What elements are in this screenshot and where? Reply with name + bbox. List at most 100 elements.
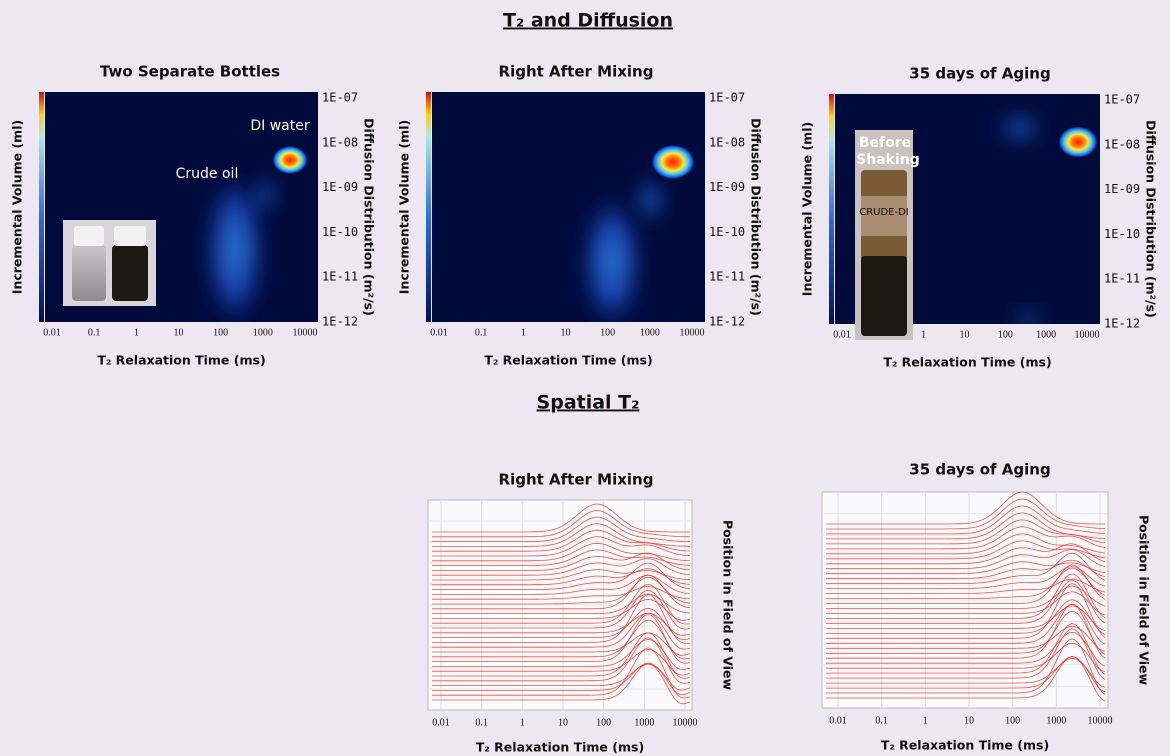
blob <box>582 192 642 322</box>
annotation: DI water <box>250 118 309 134</box>
spatial-curve <box>826 526 1106 550</box>
y-label: Incremental Volume (ml) <box>10 120 25 294</box>
spatial-curve <box>432 529 691 552</box>
heatmap-signal <box>1000 116 1098 324</box>
bottle-oil <box>112 245 148 301</box>
spatial-curve <box>432 586 691 600</box>
heading: Spatial T₂ <box>537 392 640 414</box>
spatial-curve <box>826 498 1106 530</box>
spatial-curve <box>826 631 1106 667</box>
spatial-curve <box>432 583 691 625</box>
panel-title: 35 days of Aging <box>909 461 1050 479</box>
spatial-curve <box>826 512 1106 540</box>
x-label: T₂ Relaxation Time (ms) <box>881 738 1049 753</box>
color-bar <box>829 94 834 324</box>
spatial-curve <box>432 614 691 664</box>
annotation: Crude oil <box>176 166 239 182</box>
spatial-curve <box>826 505 1106 535</box>
x-tick-label: 100 <box>998 329 1013 340</box>
panel-title: Right After Mixing <box>499 63 654 81</box>
spatial-curve <box>432 638 691 671</box>
x-tick-label: 1000 <box>253 327 273 338</box>
spatial-curve <box>826 579 1106 624</box>
x-tick-label: 0.01 <box>432 717 450 728</box>
hot-spot <box>1058 126 1098 158</box>
x-tick-label: 1000 <box>1036 329 1056 340</box>
y2-tick-label: 1E-10 <box>709 225 745 239</box>
x-tick-label: 1 <box>521 327 526 338</box>
x-tick-label: 100 <box>596 717 611 728</box>
x-tick-label: 0.01 <box>43 327 61 338</box>
y2-tick-label: 1E-07 <box>322 91 358 105</box>
panel-title: Right After Mixing <box>499 471 654 489</box>
spatial-curve <box>826 625 1106 652</box>
bottle-cap <box>74 226 104 246</box>
x-tick-label: 0.1 <box>88 327 101 338</box>
spatial-curve <box>826 603 1106 659</box>
spatial-curve <box>432 593 691 614</box>
annotation: Shaking <box>856 152 920 168</box>
panel-title: Two Separate Bottles <box>100 63 280 81</box>
heatmap-signal <box>205 145 308 322</box>
spatial-curve <box>432 649 691 676</box>
x-tick-label: 1 <box>923 715 928 726</box>
spatial-curve <box>826 552 1106 585</box>
spatial-curve <box>826 605 1106 631</box>
x-tick-label: 0.1 <box>475 327 488 338</box>
bottle-cap <box>114 226 146 246</box>
spatial-curve <box>826 543 1106 565</box>
spatial-curve <box>432 562 691 590</box>
x-tick-label: 1000 <box>634 717 654 728</box>
heatmap <box>432 92 705 322</box>
annotation: CRUDE-DI <box>859 207 909 218</box>
y2-tick-label: 1E-07 <box>1104 93 1140 107</box>
y2-label: Position in Field of View <box>721 520 736 691</box>
spatial-curve <box>432 612 691 650</box>
spatial-curve <box>826 519 1106 545</box>
spatial-curve <box>826 540 1106 560</box>
spatial-curve <box>432 632 691 679</box>
spatial-curve <box>432 549 691 566</box>
spatial-curve <box>826 578 1106 594</box>
x-tick-label: 10000 <box>293 327 318 338</box>
color-bar <box>39 92 44 322</box>
x-tick-label: 0.1 <box>475 717 488 728</box>
x-label: T₂ Relaxation Time (ms) <box>97 353 265 368</box>
spatial-curve <box>432 552 691 571</box>
spatial-curve <box>826 564 1106 604</box>
x-label: T₂ Relaxation Time (ms) <box>476 740 644 755</box>
y2-tick-label: 1E-11 <box>709 270 745 284</box>
x-tick-label: 10000 <box>1088 715 1113 726</box>
y2-label: Diffusion Distribution (m²/s) <box>1144 120 1159 318</box>
x-tick-label: 10000 <box>1075 329 1100 340</box>
blob <box>638 178 662 222</box>
y2-tick-label: 1E-11 <box>322 270 358 284</box>
spatial-curve <box>432 536 691 557</box>
spatial-curve <box>432 568 691 586</box>
spatial-curve <box>432 569 691 581</box>
blob <box>205 170 265 322</box>
annotation: Before <box>859 135 911 151</box>
x-tick-label: 1 <box>134 327 139 338</box>
x-tick-label: 10 <box>174 327 184 338</box>
spatial-curve <box>826 655 1106 702</box>
spatial-curve <box>826 585 1106 609</box>
x-tick-label: 1 <box>520 717 525 728</box>
spatial-curve <box>826 559 1106 580</box>
spatial-curve <box>432 558 691 576</box>
x-tick-label: 10000 <box>673 717 698 728</box>
blob <box>1016 310 1040 324</box>
bottle-label <box>861 196 907 236</box>
x-tick-label: 100 <box>213 327 228 338</box>
spatial-curve <box>432 598 691 621</box>
spatial-curve <box>432 503 690 533</box>
spatial-curve <box>826 591 1106 616</box>
spatial-curve <box>826 549 1106 570</box>
spatial-curve <box>432 510 690 538</box>
spatial-curve <box>826 610 1106 655</box>
blob <box>255 177 275 213</box>
spatial-curve <box>432 662 691 696</box>
y2-tick-label: 1E-10 <box>1104 227 1140 241</box>
x-tick-label: 0.01 <box>430 327 448 338</box>
